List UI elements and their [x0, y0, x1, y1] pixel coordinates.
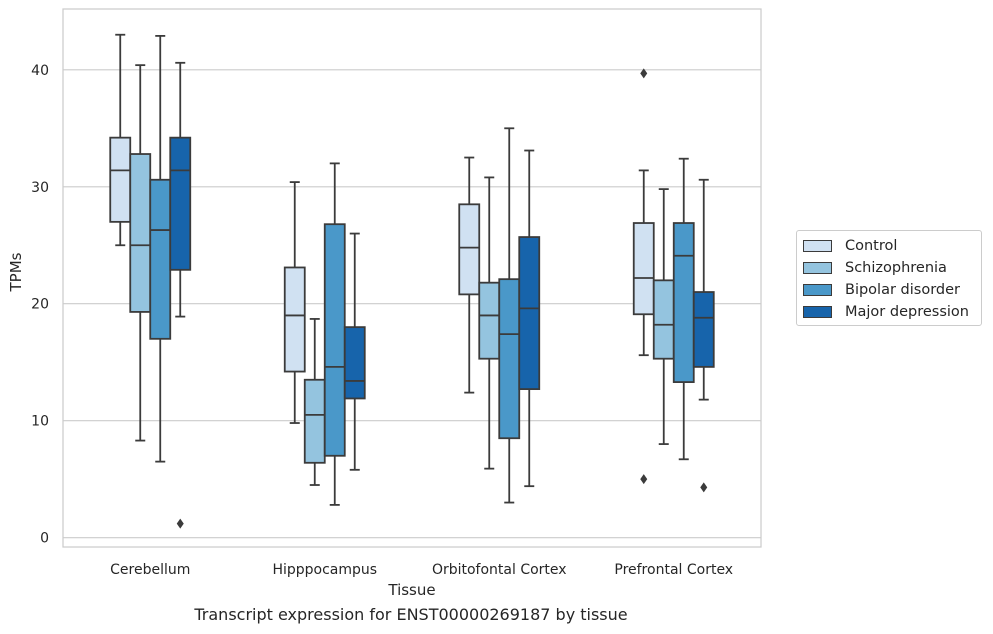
outlier-point: [640, 474, 648, 485]
box-iqr: [149, 178, 172, 340]
y-tick-label: 10: [31, 414, 49, 430]
box-iqr: [478, 281, 501, 360]
box-major-depression: [343, 232, 366, 471]
box-iqr: [129, 153, 152, 313]
outlier-point: [640, 68, 648, 79]
outlier-point: [176, 518, 184, 529]
box-control: [632, 68, 655, 485]
box-iqr: [109, 136, 132, 223]
legend-label-control: Control: [845, 238, 898, 254]
outlier-point: [700, 482, 708, 493]
box-bipolar-disorder: [672, 157, 695, 461]
box-iqr: [672, 222, 695, 383]
x-axis-title: Tissue: [387, 581, 435, 599]
legend-swatch-schizophrenia: [803, 262, 832, 274]
y-tick-label: 40: [31, 63, 49, 79]
legend-swatch-bipolar-disorder: [803, 284, 832, 296]
box-bipolar-disorder: [498, 127, 521, 504]
box-iqr: [692, 291, 715, 368]
box-iqr: [323, 223, 346, 457]
x-tick-label: Orbitofontal Cortex: [432, 562, 567, 578]
legend-item-bipolar-disorder: Bipolar disorder: [803, 279, 960, 301]
legend-item-control: Control: [803, 235, 897, 257]
box-control: [109, 33, 132, 247]
x-tick-label: Cerebellum: [110, 562, 190, 578]
box-control: [283, 181, 306, 424]
box-major-depression: [692, 178, 715, 493]
y-tick-label: 0: [40, 531, 49, 547]
chart-caption: Transcript expression for ENST0000026918…: [194, 605, 628, 624]
x-tick-label: Hipppocampus: [272, 562, 377, 578]
box-iqr: [303, 378, 326, 464]
box-iqr: [498, 278, 521, 440]
y-axis-title: TPMs: [7, 252, 25, 292]
x-axis-ticks: Cerebellum Hipppocampus Orbitofontal Corte…: [110, 562, 733, 578]
legend-label-bipolar-disorder: Bipolar disorder: [845, 282, 960, 298]
box-iqr: [652, 279, 675, 360]
box-major-depression: [169, 61, 192, 529]
box-groups: [109, 33, 715, 529]
legend-swatch-major-depression: [803, 306, 832, 318]
legend: Control Schizophrenia Bipolar disorder M…: [796, 230, 982, 326]
box-iqr: [343, 326, 366, 400]
box-schizophrenia: [303, 318, 326, 486]
y-tick-label: 30: [31, 180, 49, 196]
box-schizophrenia: [129, 64, 152, 442]
box-iqr: [518, 236, 541, 391]
y-axis-ticks: 0 10 20 30 40: [31, 63, 49, 547]
legend-item-schizophrenia: Schizophrenia: [803, 257, 947, 279]
y-tick-label: 20: [31, 297, 49, 313]
box-iqr: [458, 203, 481, 296]
plot-area-border: [62, 8, 762, 548]
legend-label-major-depression: Major depression: [845, 304, 969, 320]
x-tick-label: Prefrontal Cortex: [614, 562, 733, 578]
box-control: [458, 156, 481, 394]
box-iqr: [283, 266, 306, 373]
legend-label-schizophrenia: Schizophrenia: [845, 260, 947, 276]
box-schizophrenia: [478, 176, 501, 470]
legend-item-major-depression: Major depression: [803, 301, 969, 323]
box-iqr: [169, 136, 192, 271]
box-major-depression: [518, 149, 541, 488]
box-iqr: [632, 222, 655, 316]
legend-swatch-control: [803, 240, 832, 252]
